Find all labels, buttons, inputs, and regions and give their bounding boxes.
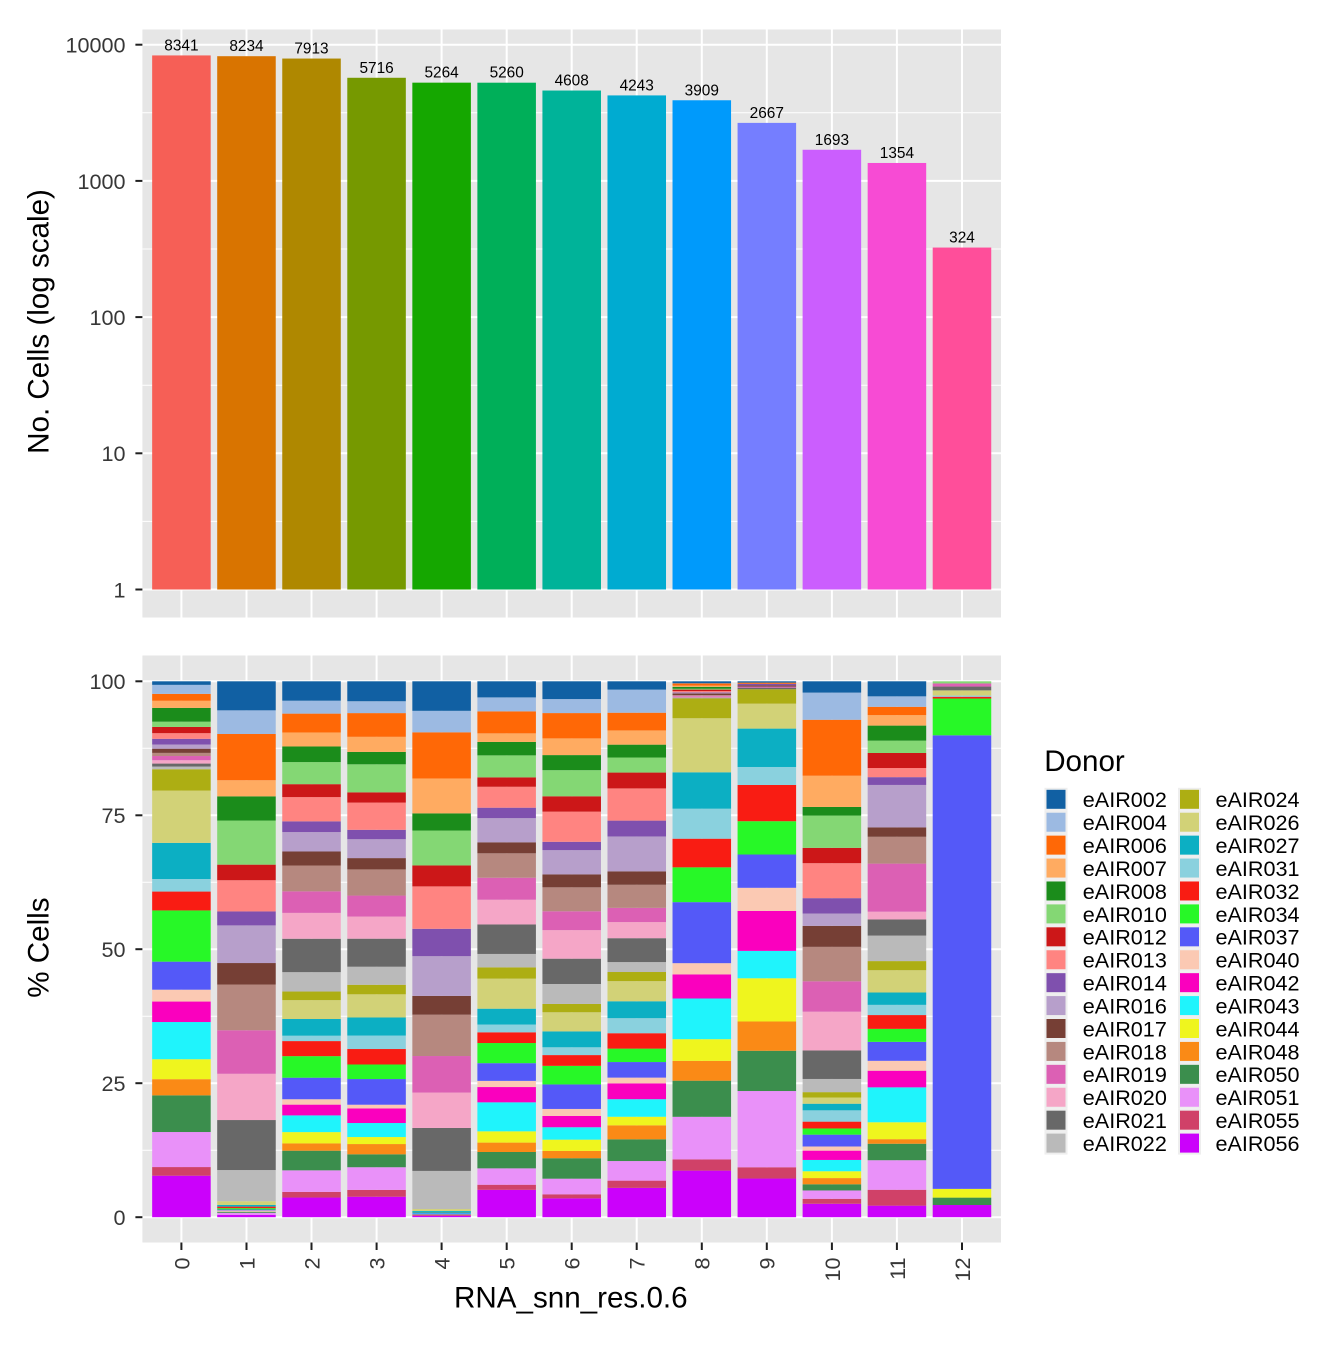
svg-text:eAIR008: eAIR008 — [1083, 879, 1167, 904]
svg-text:7: 7 — [625, 1258, 650, 1270]
svg-text:eAIR018: eAIR018 — [1083, 1039, 1167, 1064]
svg-text:100: 100 — [89, 305, 125, 330]
svg-text:8: 8 — [690, 1258, 715, 1270]
svg-text:eAIR020: eAIR020 — [1083, 1085, 1167, 1110]
svg-text:eAIR026: eAIR026 — [1216, 810, 1300, 835]
svg-text:eAIR021: eAIR021 — [1083, 1108, 1167, 1133]
svg-text:eAIR006: eAIR006 — [1083, 833, 1167, 858]
svg-text:5: 5 — [495, 1258, 520, 1270]
svg-text:4: 4 — [430, 1258, 455, 1270]
svg-text:eAIR032: eAIR032 — [1216, 879, 1300, 904]
svg-text:9: 9 — [755, 1258, 780, 1270]
svg-text:1693: 1693 — [815, 132, 849, 149]
svg-text:10: 10 — [101, 441, 125, 466]
svg-text:eAIR048: eAIR048 — [1216, 1039, 1300, 1064]
svg-text:8234: 8234 — [229, 38, 264, 55]
svg-text:3909: 3909 — [685, 82, 719, 99]
svg-text:eAIR027: eAIR027 — [1216, 833, 1300, 858]
svg-text:eAIR043: eAIR043 — [1216, 993, 1300, 1018]
svg-text:75: 75 — [101, 803, 125, 828]
svg-text:Donor: Donor — [1044, 745, 1125, 778]
svg-text:5264: 5264 — [424, 65, 459, 82]
svg-text:eAIR022: eAIR022 — [1083, 1131, 1167, 1156]
svg-text:eAIR042: eAIR042 — [1216, 971, 1300, 996]
svg-text:eAIR017: eAIR017 — [1083, 1016, 1167, 1041]
svg-text:4243: 4243 — [620, 77, 654, 94]
svg-text:eAIR050: eAIR050 — [1216, 1062, 1300, 1087]
svg-text:25: 25 — [101, 1071, 125, 1096]
svg-text:6: 6 — [560, 1258, 585, 1270]
svg-text:1000: 1000 — [77, 169, 125, 194]
svg-text:eAIR031: eAIR031 — [1216, 856, 1300, 881]
svg-text:eAIR034: eAIR034 — [1216, 902, 1300, 927]
svg-text:eAIR037: eAIR037 — [1216, 925, 1300, 950]
svg-text:1: 1 — [113, 577, 125, 602]
svg-text:324: 324 — [949, 230, 975, 247]
svg-text:10: 10 — [820, 1258, 845, 1282]
svg-text:0: 0 — [169, 1258, 194, 1270]
svg-text:11: 11 — [885, 1258, 910, 1280]
svg-text:100: 100 — [89, 669, 125, 694]
svg-text:eAIR002: eAIR002 — [1083, 787, 1167, 812]
svg-text:eAIR016: eAIR016 — [1083, 993, 1167, 1018]
svg-text:5260: 5260 — [490, 65, 524, 82]
svg-text:50: 50 — [101, 937, 125, 962]
svg-text:RNA_snn_res.0.6: RNA_snn_res.0.6 — [454, 1282, 688, 1315]
svg-text:3: 3 — [365, 1258, 390, 1270]
svg-text:10000: 10000 — [65, 33, 125, 58]
svg-text:% Cells: % Cells — [23, 897, 56, 997]
svg-text:eAIR010: eAIR010 — [1083, 902, 1167, 927]
svg-text:0: 0 — [113, 1205, 125, 1230]
svg-text:eAIR012: eAIR012 — [1083, 925, 1167, 950]
svg-text:eAIR051: eAIR051 — [1216, 1085, 1300, 1110]
svg-text:8341: 8341 — [164, 37, 198, 54]
svg-text:eAIR044: eAIR044 — [1216, 1016, 1300, 1041]
svg-text:eAIR004: eAIR004 — [1083, 810, 1167, 835]
svg-text:eAIR040: eAIR040 — [1216, 948, 1300, 973]
svg-text:eAIR024: eAIR024 — [1216, 787, 1300, 812]
svg-text:No. Cells (log scale): No. Cells (log scale) — [23, 189, 56, 454]
svg-text:eAIR056: eAIR056 — [1216, 1131, 1300, 1156]
svg-text:4608: 4608 — [555, 73, 589, 90]
svg-text:1: 1 — [234, 1258, 259, 1270]
svg-text:5716: 5716 — [359, 60, 393, 77]
svg-text:2: 2 — [299, 1258, 324, 1270]
svg-text:2667: 2667 — [750, 105, 784, 122]
svg-text:eAIR014: eAIR014 — [1083, 971, 1167, 996]
svg-text:eAIR013: eAIR013 — [1083, 948, 1167, 973]
svg-text:7913: 7913 — [294, 41, 328, 58]
svg-text:eAIR007: eAIR007 — [1083, 856, 1167, 881]
svg-text:eAIR055: eAIR055 — [1216, 1108, 1300, 1133]
svg-text:12: 12 — [950, 1258, 975, 1282]
svg-text:eAIR019: eAIR019 — [1083, 1062, 1167, 1087]
svg-text:1354: 1354 — [880, 145, 915, 162]
